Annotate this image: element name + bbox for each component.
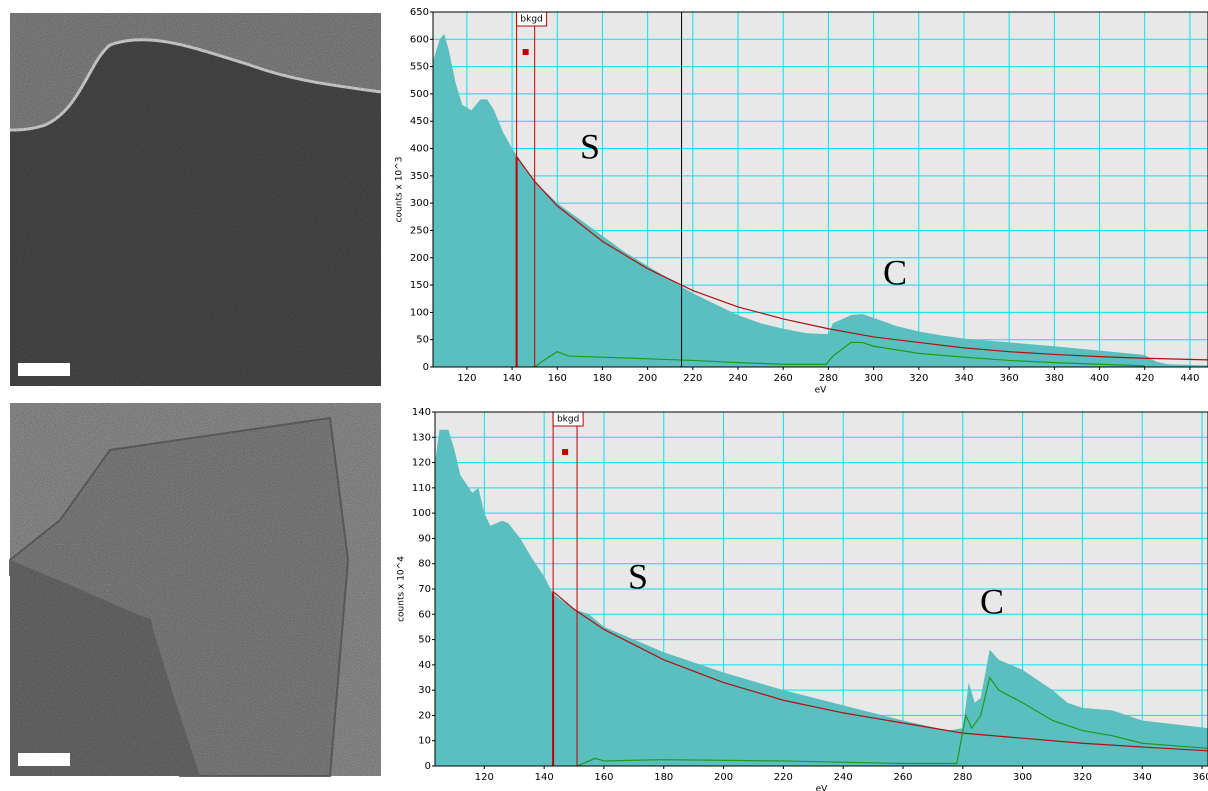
annotation: C — [883, 252, 907, 292]
y-tick-label: 60 — [418, 609, 431, 620]
x-tick-label: 340 — [954, 373, 973, 384]
x-tick-label: 340 — [1133, 772, 1152, 783]
tem-image-bottom — [9, 403, 381, 777]
spectrum-line — [516, 156, 1208, 361]
x-tick-label: 120 — [475, 772, 494, 783]
spectrum-area — [433, 33, 1208, 367]
y-tick-label: 20 — [418, 710, 431, 721]
y-tick-label: 40 — [418, 660, 431, 671]
y-tick-label: 10 — [418, 736, 431, 747]
y-tick-label: 70 — [418, 584, 431, 595]
y-tick-label: 250 — [410, 225, 429, 236]
y-tick-label: 300 — [410, 198, 429, 209]
x-tick-label: 320 — [1073, 772, 1092, 783]
y-tick-label: 50 — [418, 635, 431, 646]
x-tick-label: 180 — [654, 772, 673, 783]
y-tick-label: 30 — [418, 685, 431, 696]
y-axis-label: counts x 10^3 — [395, 157, 405, 223]
x-tick-label: 200 — [714, 772, 733, 783]
x-tick-label: 180 — [593, 373, 612, 384]
spectrum-area — [435, 429, 1208, 766]
x-tick-label: 260 — [893, 772, 912, 783]
x-tick-label: 160 — [548, 373, 567, 384]
x-axis-label: eV — [816, 785, 829, 791]
bkgd-handle — [522, 49, 529, 55]
spectrum-line — [576, 676, 1208, 766]
x-tick-label: 400 — [1090, 373, 1109, 384]
bkgd-label: bkgd — [557, 415, 579, 425]
x-tick-label: 260 — [774, 373, 793, 384]
y-tick-label: 400 — [410, 144, 429, 155]
x-tick-label: 420 — [1135, 373, 1154, 384]
annotation: C — [980, 581, 1004, 621]
x-tick-label: 240 — [728, 373, 747, 384]
plot-layer — [435, 412, 1208, 766]
x-tick-label: 280 — [819, 373, 838, 384]
y-axis-label: counts x 10^4 — [397, 556, 407, 622]
x-tick-label: 140 — [503, 373, 522, 384]
y-tick-label: 100 — [412, 508, 431, 519]
x-tick-label: 280 — [953, 772, 972, 783]
y-tick-label: 0 — [425, 761, 431, 772]
x-tick-label: 380 — [1045, 373, 1064, 384]
bkgd-handle — [562, 449, 569, 455]
x-tick-label: 140 — [535, 772, 554, 783]
plot-layer — [433, 12, 1208, 367]
y-tick-label: 80 — [418, 559, 431, 570]
annotation: S — [580, 126, 600, 166]
y-tick-label: 120 — [412, 458, 431, 469]
plot-frame — [432, 11, 1208, 368]
x-tick-label: 360 — [1192, 772, 1208, 783]
x-tick-label: 320 — [909, 373, 928, 384]
bkgd-label: bkgd — [520, 15, 542, 25]
y-tick-label: 150 — [410, 280, 429, 291]
x-tick-label: 300 — [1013, 772, 1032, 783]
y-tick-label: 90 — [418, 533, 431, 544]
y-tick-label: 110 — [412, 483, 431, 494]
y-tick-label: 200 — [410, 253, 429, 264]
x-tick-label: 120 — [457, 373, 476, 384]
y-tick-label: 140 — [412, 407, 431, 418]
x-tick-label: 220 — [774, 772, 793, 783]
x-tick-label: 200 — [638, 373, 657, 384]
y-tick-label: 0 — [423, 362, 429, 373]
y-tick-label: 50 — [416, 335, 429, 346]
x-tick-label: 220 — [683, 373, 702, 384]
x-tick-label: 300 — [864, 373, 883, 384]
x-tick-label: 440 — [1180, 373, 1199, 384]
y-tick-label: 130 — [412, 432, 431, 443]
y-tick-label: 100 — [410, 307, 429, 318]
y-tick-label: 350 — [410, 171, 429, 182]
annotation: S — [628, 556, 648, 596]
x-tick-label: 360 — [1000, 373, 1019, 384]
x-tick-label: 240 — [834, 772, 853, 783]
tem-image-top — [9, 13, 382, 386]
spectrum-line — [552, 591, 1208, 752]
y-tick-label: 450 — [410, 116, 429, 127]
y-tick-label: 600 — [410, 34, 429, 45]
x-axis-label: eV — [815, 386, 828, 396]
spectrum-line — [534, 341, 1145, 367]
y-tick-label: 500 — [410, 89, 429, 100]
x-tick-label: 160 — [594, 772, 613, 783]
y-tick-label: 650 — [410, 7, 429, 18]
y-tick-label: 550 — [410, 62, 429, 73]
